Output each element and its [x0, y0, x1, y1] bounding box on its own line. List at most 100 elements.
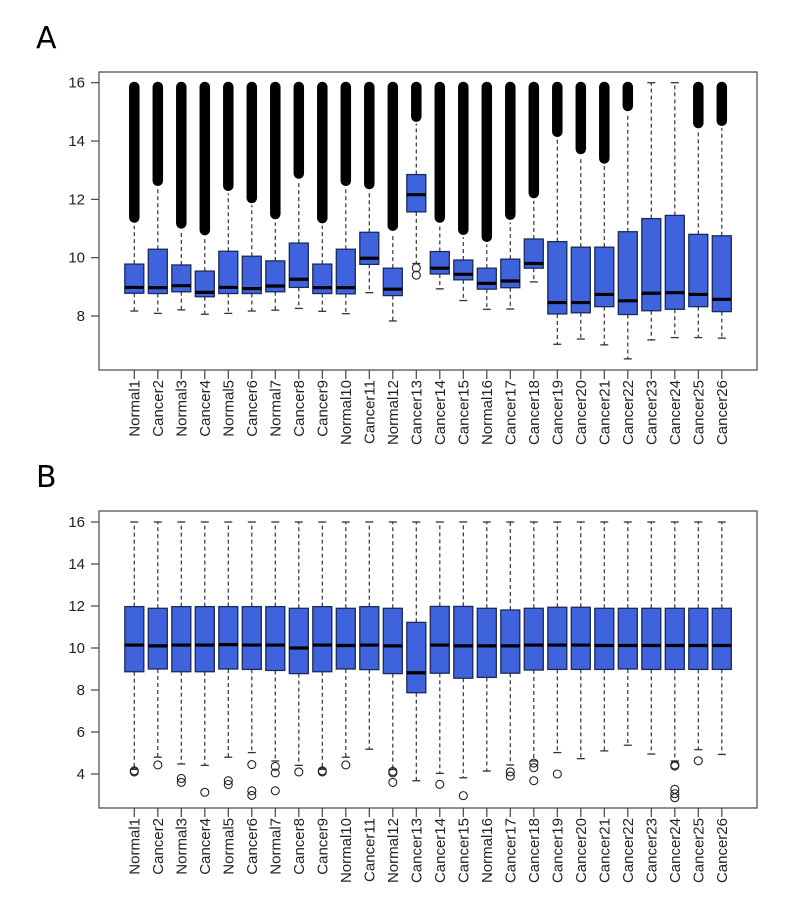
boxplot-normal3 [171, 81, 192, 311]
iqr-box [194, 605, 215, 673]
boxplot-cancer2 [147, 521, 168, 770]
iqr-box [429, 250, 450, 275]
x-tick-label: Cancer21 [596, 380, 613, 445]
x-tick-label: Cancer9 [314, 818, 331, 875]
x-tick-label: Normal16 [479, 380, 496, 445]
outlier-point [223, 776, 233, 786]
boxplot-cancer15 [453, 81, 474, 302]
x-tick-label: Cancer14 [432, 380, 449, 445]
y-tick-label: 10 [68, 640, 85, 657]
outlier-point [270, 768, 280, 778]
iqr-box [594, 607, 615, 671]
x-tick-label: Cancer23 [643, 380, 660, 445]
outlier-point [247, 790, 257, 800]
y-tick-label: 8 [77, 682, 85, 699]
iqr-box [194, 270, 215, 298]
iqr-box [476, 267, 497, 290]
boxplot-cancer13 [406, 81, 427, 280]
x-tick-label: Cancer18 [526, 818, 543, 883]
boxplot-normal10 [335, 81, 356, 315]
x-tick-label: Cancer21 [596, 818, 613, 883]
outlier-point [294, 767, 304, 777]
x-tick-label: Cancer6 [244, 380, 261, 437]
iqr-box [335, 248, 356, 295]
outlier-point [200, 787, 210, 797]
boxplot-cancer8 [288, 521, 309, 777]
plot-frame-b [98, 510, 758, 809]
x-tick-label: Cancer8 [291, 380, 308, 437]
boxplot-cancer18 [523, 81, 544, 283]
x-tick-label: Normal1 [126, 818, 143, 875]
iqr-box [641, 217, 662, 312]
y-tick-label: 6 [77, 724, 85, 741]
iqr-box [570, 606, 591, 671]
boxplot-cancer18 [523, 521, 544, 786]
iqr-box [288, 607, 309, 675]
x-tick-label: Normal16 [479, 818, 496, 883]
x-tick-label: Normal10 [338, 818, 355, 883]
iqr-box [265, 605, 286, 672]
y-tick-label: 12 [68, 598, 85, 615]
x-tick-label: Cancer20 [573, 380, 590, 445]
outlier-point [176, 773, 186, 783]
x-tick-label: Cancer2 [150, 380, 167, 437]
boxplot-cancer26 [711, 521, 732, 756]
x-tick-label: Cancer24 [667, 818, 684, 883]
boxplot-normal12 [382, 81, 403, 322]
boxplot-cancer22 [617, 81, 638, 360]
iqr-box [312, 605, 333, 673]
x-tick-label: Cancer13 [408, 380, 425, 445]
boxplot-cancer21 [594, 81, 615, 346]
x-tick-label: Cancer17 [502, 380, 519, 445]
iqr-box [453, 605, 474, 679]
panel-b-label: B [36, 460, 57, 495]
outlier-point [388, 768, 398, 778]
outlier-point [223, 779, 233, 790]
boxplot-normal5 [218, 521, 239, 790]
y-tick-label: 16 [68, 514, 85, 531]
boxplot-cancer19 [547, 81, 568, 345]
x-tick-label: Cancer19 [549, 380, 566, 445]
boxplot-cancer20 [570, 521, 591, 760]
outlier-point [153, 760, 163, 770]
boxplot-normal1 [124, 81, 145, 312]
boxplot-cancer11 [359, 81, 380, 294]
boxplot-cancer20 [570, 81, 591, 340]
boxplot-cancer9 [312, 81, 333, 312]
iqr-box [218, 250, 239, 295]
x-tick-label: Cancer22 [620, 818, 637, 883]
boxplot-cancer25 [688, 521, 709, 766]
outlier-point [505, 767, 515, 777]
iqr-box [570, 246, 591, 314]
x-tick-label: Normal10 [338, 380, 355, 445]
boxplot-normal7 [265, 521, 286, 796]
iqr-box [453, 259, 474, 281]
iqr-box [711, 235, 732, 313]
iqr-box [547, 240, 568, 315]
iqr-box [335, 607, 356, 670]
iqr-box [288, 242, 309, 289]
boxplot-cancer6 [241, 521, 262, 800]
outlier-point [411, 263, 421, 273]
iqr-box [711, 607, 732, 671]
boxplot-normal1 [124, 521, 145, 777]
outlier-point [435, 779, 445, 789]
iqr-box [406, 621, 427, 694]
iqr-box [265, 260, 286, 293]
iqr-box [359, 231, 380, 266]
boxplot-normal3 [171, 521, 192, 787]
x-tick-label: Cancer26 [714, 380, 731, 445]
boxplot-normal12 [382, 521, 403, 787]
x-tick-label: Cancer25 [690, 818, 707, 883]
iqr-box [359, 605, 380, 671]
outlier-point [670, 761, 680, 771]
x-tick-label: Cancer11 [361, 380, 378, 444]
x-tick-label: Cancer11 [361, 818, 378, 882]
boxplot-cancer9 [312, 521, 333, 777]
iqr-box [429, 605, 450, 674]
boxplot-cancer15 [453, 521, 474, 801]
outlier-point [388, 777, 398, 787]
x-tick-label: Cancer18 [526, 380, 543, 445]
y-tick-label: 14 [68, 556, 85, 573]
boxplot-normal5 [218, 81, 239, 315]
